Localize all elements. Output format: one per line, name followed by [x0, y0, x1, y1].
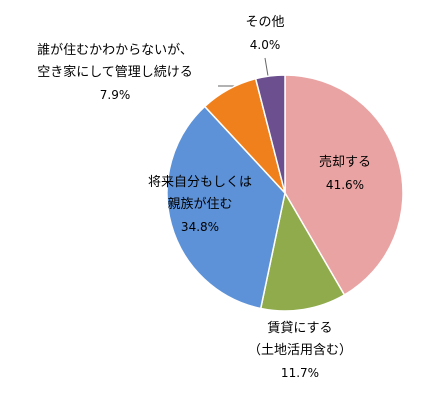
- category-label: 売却する: [318, 155, 372, 170]
- slice-label: 誰が住むかわからないが、 空き家にして管理し続ける 7.9%: [37, 40, 193, 106]
- pie-slice: [166, 105, 286, 310]
- value-label: 41.6%: [325, 178, 365, 192]
- category-label: 誰が住むかわからないが、 空き家にして管理し続ける: [37, 43, 193, 80]
- category-label: 賃貸にする （土地活用含む）: [247, 321, 353, 358]
- category-label: その他: [245, 15, 285, 30]
- value-label: 4.0%: [249, 38, 281, 52]
- leader-line: [264, 57, 269, 77]
- value-label: 11.7%: [280, 366, 320, 380]
- pie-slice: [284, 74, 404, 296]
- pie-slice: [259, 190, 346, 312]
- category-label: 将来自分もしくは 親族が住む: [147, 175, 253, 212]
- slice-label: 賃貸にする （土地活用含む） 11.7%: [248, 318, 352, 384]
- slice-label: その他 4.0%: [245, 12, 284, 56]
- slice-label: 将来自分もしくは 親族が住む 34.8%: [148, 172, 252, 238]
- value-label: 34.8%: [180, 220, 220, 234]
- value-label: 7.9%: [99, 88, 131, 102]
- slice-label: 売却する 41.6%: [319, 152, 371, 196]
- pie-slice: [254, 74, 286, 194]
